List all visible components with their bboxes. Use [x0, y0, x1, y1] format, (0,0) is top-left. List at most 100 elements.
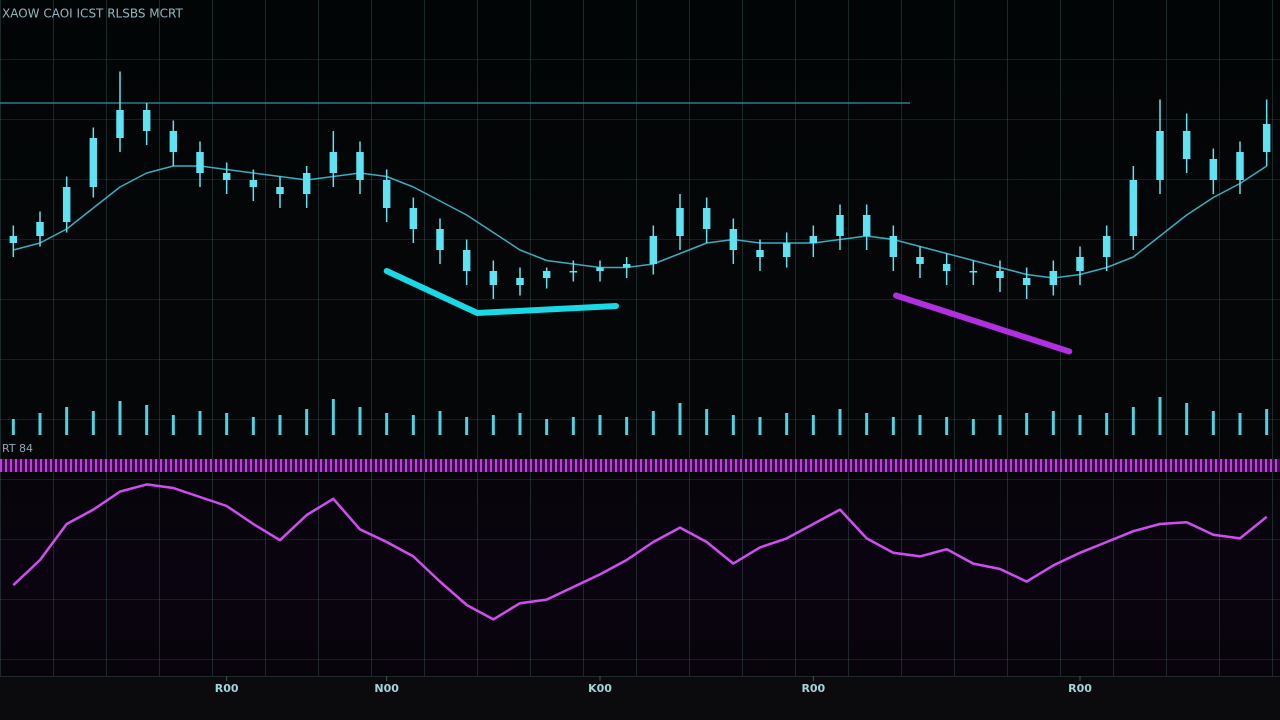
candle-body: [836, 215, 844, 236]
volume-bar: [1265, 409, 1269, 435]
candle-body: [142, 110, 151, 131]
volume-bar: [918, 415, 922, 435]
candle-body: [889, 236, 898, 257]
volume-bar: [145, 405, 149, 435]
volume-bar: [758, 417, 762, 435]
candle-body: [1156, 131, 1164, 180]
candle-body: [9, 236, 18, 243]
x-tick-label: R00: [1068, 682, 1092, 695]
candle-body: [729, 229, 738, 250]
candle-body: [862, 215, 871, 236]
volume-bar: [1051, 411, 1055, 435]
indicator-strip: [0, 459, 1280, 472]
volume-bar: [678, 403, 682, 435]
candle-body: [1209, 159, 1218, 180]
candle-body: [1022, 278, 1031, 285]
volume-bar: [465, 417, 469, 435]
candle-body: [62, 187, 71, 222]
candle-body: [782, 243, 791, 257]
candle-body: [196, 152, 204, 173]
volume-bar: [1211, 411, 1215, 435]
candle-body: [1236, 152, 1244, 180]
volume-bar: [731, 415, 735, 435]
volume-bar: [251, 417, 255, 435]
volume-bar: [891, 417, 895, 435]
candle-body: [916, 257, 924, 264]
volume-bar: [1158, 397, 1162, 435]
volume-bar: [118, 401, 122, 435]
oscillator-line: [12, 483, 1268, 621]
candle-body: [116, 110, 124, 138]
candle-body: [302, 173, 311, 194]
volume-bar: [1185, 403, 1189, 435]
candle-body: [622, 264, 631, 268]
volume-bar: [598, 415, 602, 435]
candle-body: [222, 173, 231, 180]
candle-body: [462, 250, 471, 271]
candle-body: [516, 278, 524, 285]
trendline: [893, 292, 1073, 355]
candle-body: [436, 229, 444, 250]
volume-bar: [1105, 413, 1109, 435]
volume-bar: [491, 415, 495, 435]
volume-bar: [651, 411, 655, 435]
candle-body: [89, 138, 98, 187]
candle-body: [942, 264, 951, 271]
volume-bar: [1131, 407, 1135, 435]
candle-body: [1129, 180, 1138, 236]
candle-body: [1076, 257, 1084, 271]
volume-bar: [278, 415, 282, 435]
volume-bar: [305, 409, 309, 435]
x-tick-label: N00: [374, 682, 399, 695]
candle-body: [1049, 271, 1058, 285]
volume-bar: [438, 411, 442, 435]
candle-body: [1262, 124, 1271, 152]
volume-bar: [38, 413, 42, 435]
candle-body: [329, 152, 338, 173]
candle-body: [36, 222, 44, 236]
candle-body: [169, 131, 178, 152]
candle-body: [249, 180, 258, 187]
candle-body: [996, 271, 1004, 278]
candle-body: [569, 271, 578, 273]
chart-title: XAOW CAOI ICST RLSBS MCRT: [2, 7, 183, 21]
x-tick-label: K00: [588, 682, 612, 695]
candle-body: [382, 180, 391, 208]
candle-body: [489, 271, 498, 285]
volume-bar: [625, 417, 629, 435]
candle-body: [276, 187, 284, 194]
volume-bar: [358, 407, 362, 435]
candle-body: [356, 152, 364, 180]
candle-body: [542, 271, 551, 278]
volume-bar: [998, 415, 1002, 435]
volume-bar: [518, 413, 522, 435]
volume-bar: [385, 413, 389, 435]
candle-body: [1102, 236, 1111, 257]
volume-bar: [811, 415, 815, 435]
volume-bar: [198, 411, 202, 435]
volume-bar: [1078, 415, 1082, 435]
volume-bar: [11, 419, 15, 435]
volume-bar: [545, 419, 549, 435]
candle-body: [702, 208, 711, 229]
trendline: [383, 268, 619, 316]
oscillator-label: RT 84: [2, 442, 33, 455]
volume-bar: [331, 399, 335, 435]
volume-bar: [171, 415, 175, 435]
volume-bar: [971, 419, 975, 435]
volume-bar: [65, 407, 69, 435]
candle-body: [756, 250, 764, 257]
moving-average: [13, 165, 1268, 279]
candle-body: [969, 271, 978, 273]
candle-body: [409, 208, 418, 229]
volume-bar: [1025, 413, 1029, 435]
candle-body: [676, 208, 684, 236]
candle-body: [596, 267, 604, 271]
volume-bar: [785, 413, 789, 435]
volume-bar: [838, 409, 842, 435]
time-axis-bar: [0, 676, 1280, 720]
volume-bar: [945, 417, 949, 435]
x-tick-label: R00: [801, 682, 825, 695]
